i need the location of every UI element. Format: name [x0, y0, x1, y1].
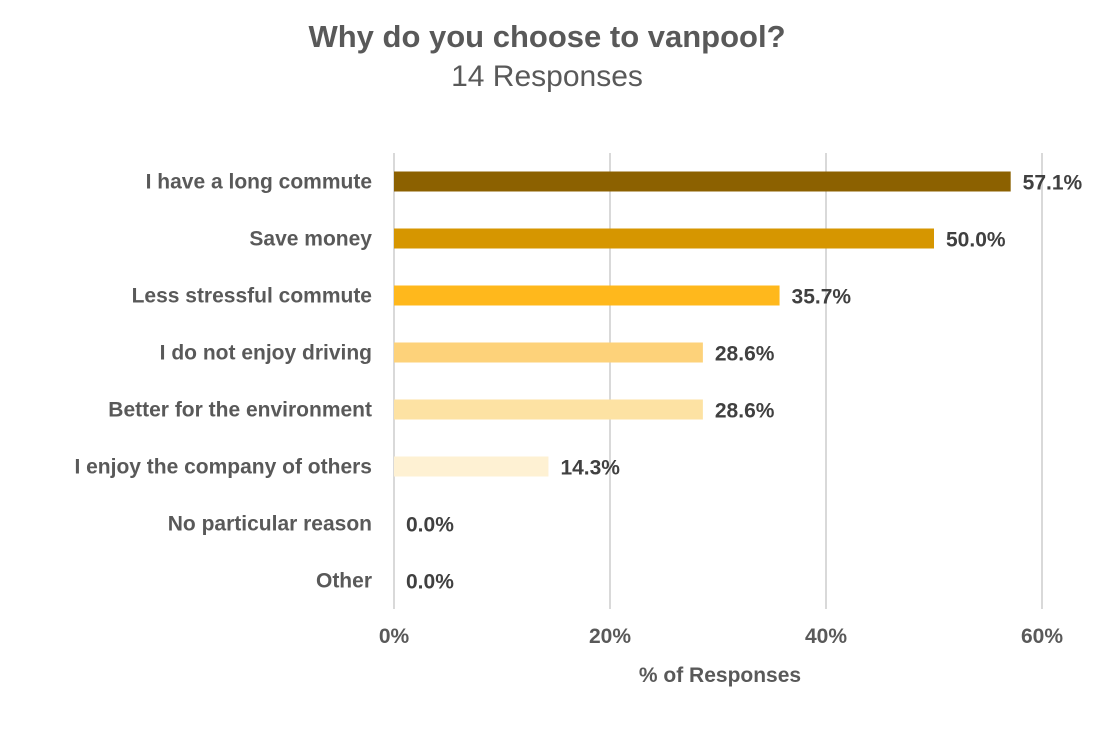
gridlines	[393, 153, 1043, 609]
chart-subtitle: 14 Responses	[451, 60, 643, 93]
data-label: 28.6%	[715, 343, 775, 366]
data-label: 0.0%	[406, 514, 454, 537]
x-tick-label: 40%	[805, 625, 847, 648]
category-label: I enjoy the company of others	[74, 456, 372, 479]
category-label: Less stressful commute	[132, 285, 372, 308]
category-labels: I have a long commute Save money Less stre…	[74, 171, 372, 593]
x-axis-title: % of Responses	[639, 664, 801, 687]
data-label: 50.0%	[946, 229, 1006, 252]
category-label: Save money	[249, 228, 372, 251]
x-tick-label: 0%	[379, 625, 410, 648]
bar	[394, 342, 703, 363]
data-label: 28.6%	[715, 400, 775, 423]
data-label: 14.3%	[560, 457, 620, 480]
chart-title: Why do you choose to vanpool?	[308, 19, 785, 54]
category-label: I do not enjoy driving	[160, 342, 372, 365]
bars	[394, 171, 1011, 477]
bar	[394, 285, 780, 306]
category-label: No particular reason	[168, 513, 372, 536]
category-label: Better for the environment	[108, 399, 372, 422]
bar	[394, 456, 549, 477]
x-tick-label: 60%	[1021, 625, 1063, 648]
bar	[394, 399, 703, 420]
category-label: I have a long commute	[146, 171, 372, 194]
data-label: 0.0%	[406, 571, 454, 594]
data-label: 35.7%	[792, 286, 852, 309]
value-labels: 57.1% 50.0% 35.7% 28.6% 28.6% 14.3% 0.0% 0.0%	[406, 172, 1083, 594]
category-label: Other	[316, 570, 372, 593]
bar	[394, 228, 934, 249]
x-tick-label: 20%	[589, 625, 631, 648]
bar	[394, 171, 1011, 192]
data-label: 57.1%	[1023, 172, 1083, 195]
x-axis-ticks: 0% 20% 40% 60%	[379, 625, 1064, 648]
